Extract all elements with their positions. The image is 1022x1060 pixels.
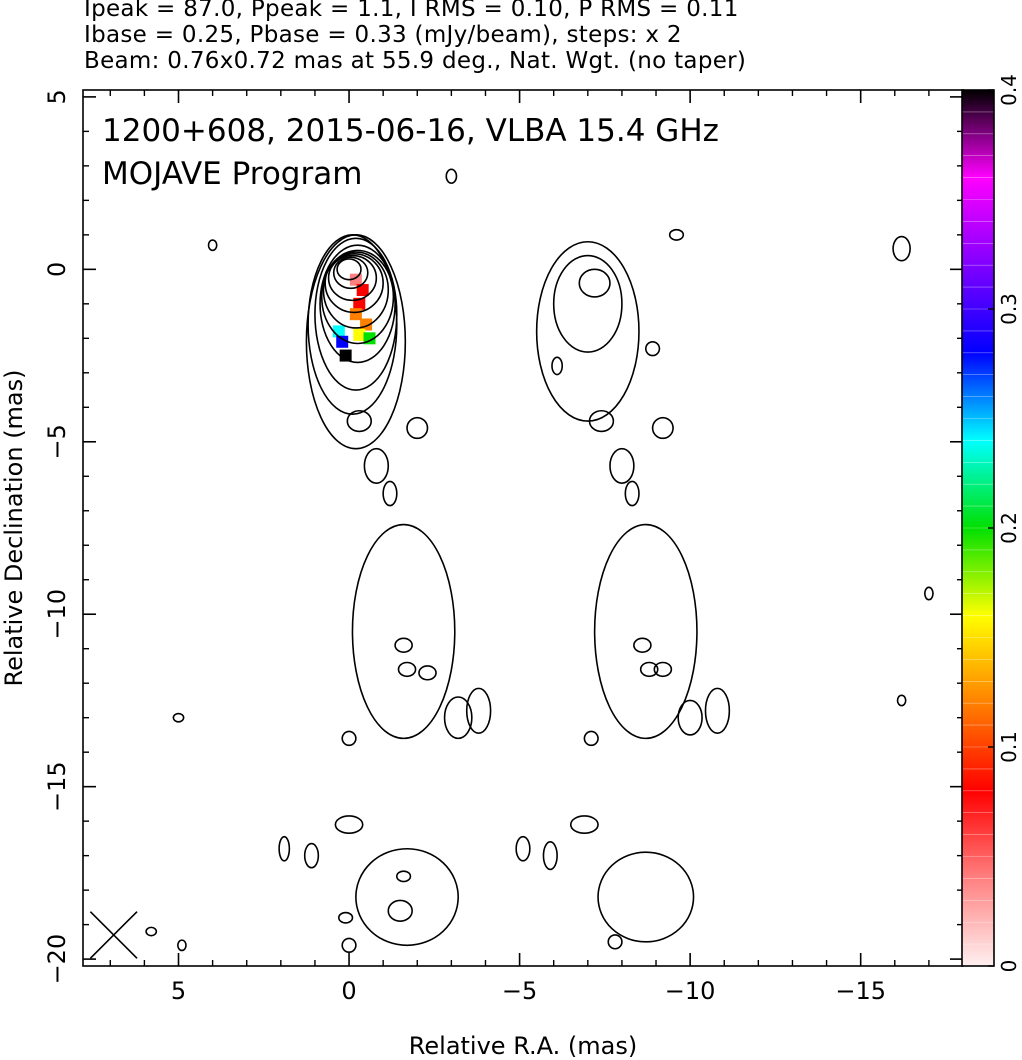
polarization-contour bbox=[578, 268, 611, 298]
extended-contour bbox=[597, 851, 695, 943]
header-peak-line: Ipeak = 87.0, Ppeak = 1.1, I RMS = 0.10,… bbox=[84, 0, 739, 22]
extended-contour bbox=[443, 696, 473, 740]
core-contour bbox=[336, 258, 362, 281]
noise-island-contour bbox=[668, 228, 685, 241]
y-tick-label: −15 bbox=[43, 761, 71, 812]
noise-island-contour bbox=[542, 841, 558, 871]
y-tick-label: 5 bbox=[43, 89, 71, 104]
noise-island-contour bbox=[569, 815, 599, 835]
polarization-contour bbox=[535, 240, 640, 422]
polarization-contour bbox=[552, 254, 623, 353]
colorbar-tick-label: 0.4 bbox=[997, 74, 1021, 106]
polarization-pixel bbox=[349, 308, 362, 321]
core-contour bbox=[327, 254, 378, 302]
noise-island-contour bbox=[382, 480, 398, 507]
noise-island-contour bbox=[172, 712, 185, 723]
y-tick-label: 0 bbox=[43, 262, 71, 277]
core-contour bbox=[324, 253, 384, 314]
noise-island-contour bbox=[583, 730, 599, 747]
colorbar-tick-label: 0.2 bbox=[997, 512, 1021, 544]
noise-island-contour bbox=[639, 661, 659, 678]
colorbar: 0 0.1 0.2 0.3 0.4 bbox=[961, 74, 1021, 973]
extended-contour bbox=[465, 687, 492, 735]
polarization-pixel bbox=[353, 328, 366, 341]
colorbar-tick-label: 0.1 bbox=[997, 731, 1021, 763]
program-label: MOJAVE Program bbox=[102, 156, 362, 192]
polarization-pixel bbox=[336, 335, 349, 348]
noise-island-contour bbox=[341, 937, 357, 954]
plot-border bbox=[82, 89, 964, 967]
core-contour bbox=[320, 249, 395, 345]
extended-contour bbox=[653, 661, 673, 678]
noise-island-contour bbox=[303, 842, 320, 869]
extended-contour bbox=[355, 847, 459, 947]
noise-island-contour bbox=[334, 815, 364, 835]
source-label: 1200+608, 2015-06-16, VLBA 15.4 GHz bbox=[102, 113, 719, 149]
core-contour bbox=[307, 234, 398, 415]
polarization-pixel bbox=[356, 284, 369, 297]
noise-island-contour bbox=[607, 934, 623, 950]
x-tick-label: −5 bbox=[502, 977, 537, 1005]
beam-marker bbox=[89, 911, 138, 959]
extended-contour bbox=[677, 699, 703, 736]
core-contour bbox=[305, 234, 407, 450]
noise-island-contour bbox=[644, 340, 661, 357]
x-tick-label: −10 bbox=[665, 977, 716, 1005]
noise-island-contour bbox=[145, 926, 158, 937]
noise-island-contour bbox=[341, 730, 357, 747]
x-axis-label: Relative R.A. (mas) bbox=[409, 1032, 637, 1060]
x-tick-label: 0 bbox=[341, 977, 356, 1005]
extended-contour bbox=[351, 523, 456, 740]
polarization-pixel bbox=[349, 273, 362, 286]
y-tick-label: −20 bbox=[43, 934, 71, 985]
noise-island-contour bbox=[207, 239, 218, 252]
header-base-line: Ibase = 0.25, Pbase = 0.33 (mJy/beam), s… bbox=[84, 22, 682, 48]
y-tick-label: −5 bbox=[43, 424, 71, 459]
x-tick-label: −15 bbox=[835, 977, 886, 1005]
extended-contour bbox=[394, 637, 413, 653]
noise-island-contour bbox=[551, 356, 564, 376]
polarization-pixel bbox=[332, 325, 345, 338]
noise-island-contour bbox=[363, 447, 390, 484]
noise-island-contour bbox=[397, 661, 417, 678]
noise-island-contour bbox=[624, 480, 640, 507]
core-contour bbox=[322, 251, 390, 329]
noise-island-contour bbox=[923, 586, 934, 601]
y-axis-label: Relative Declination (mas) bbox=[0, 369, 28, 686]
extended-contour bbox=[633, 637, 652, 653]
extended-contour bbox=[395, 870, 412, 883]
extended-contour bbox=[593, 523, 698, 740]
plot-frame: 5 0 −5 −10 −15 5 0 −5 −10 −15 −20 bbox=[43, 89, 964, 1005]
noise-island-contour bbox=[177, 939, 187, 952]
colorbar-tick-label: 0.3 bbox=[997, 293, 1021, 325]
colorbar-tick-label: 0 bbox=[997, 960, 1021, 973]
noise-island-contour bbox=[346, 409, 373, 433]
noise-island-contour bbox=[892, 235, 911, 262]
x-tick-label: 5 bbox=[171, 977, 186, 1005]
noise-island-contour bbox=[609, 447, 635, 484]
noise-island-contour bbox=[278, 835, 291, 862]
core-contour bbox=[332, 256, 369, 290]
y-tick-label: −10 bbox=[43, 589, 71, 640]
extended-contour bbox=[418, 665, 437, 681]
extended-contour bbox=[704, 687, 731, 735]
noise-island-contour bbox=[588, 409, 615, 433]
header-beam-line: Beam: 0.76x0.72 mas at 55.9 deg., Nat. W… bbox=[84, 48, 747, 74]
noise-island-contour bbox=[651, 416, 674, 440]
noise-island-contour bbox=[445, 168, 458, 184]
extended-contour bbox=[387, 899, 413, 922]
noise-island-contour bbox=[515, 835, 531, 862]
noise-island-contour bbox=[406, 416, 429, 440]
map-layer bbox=[89, 168, 934, 959]
noise-island-contour bbox=[338, 911, 354, 924]
noise-island-contour bbox=[896, 694, 907, 707]
